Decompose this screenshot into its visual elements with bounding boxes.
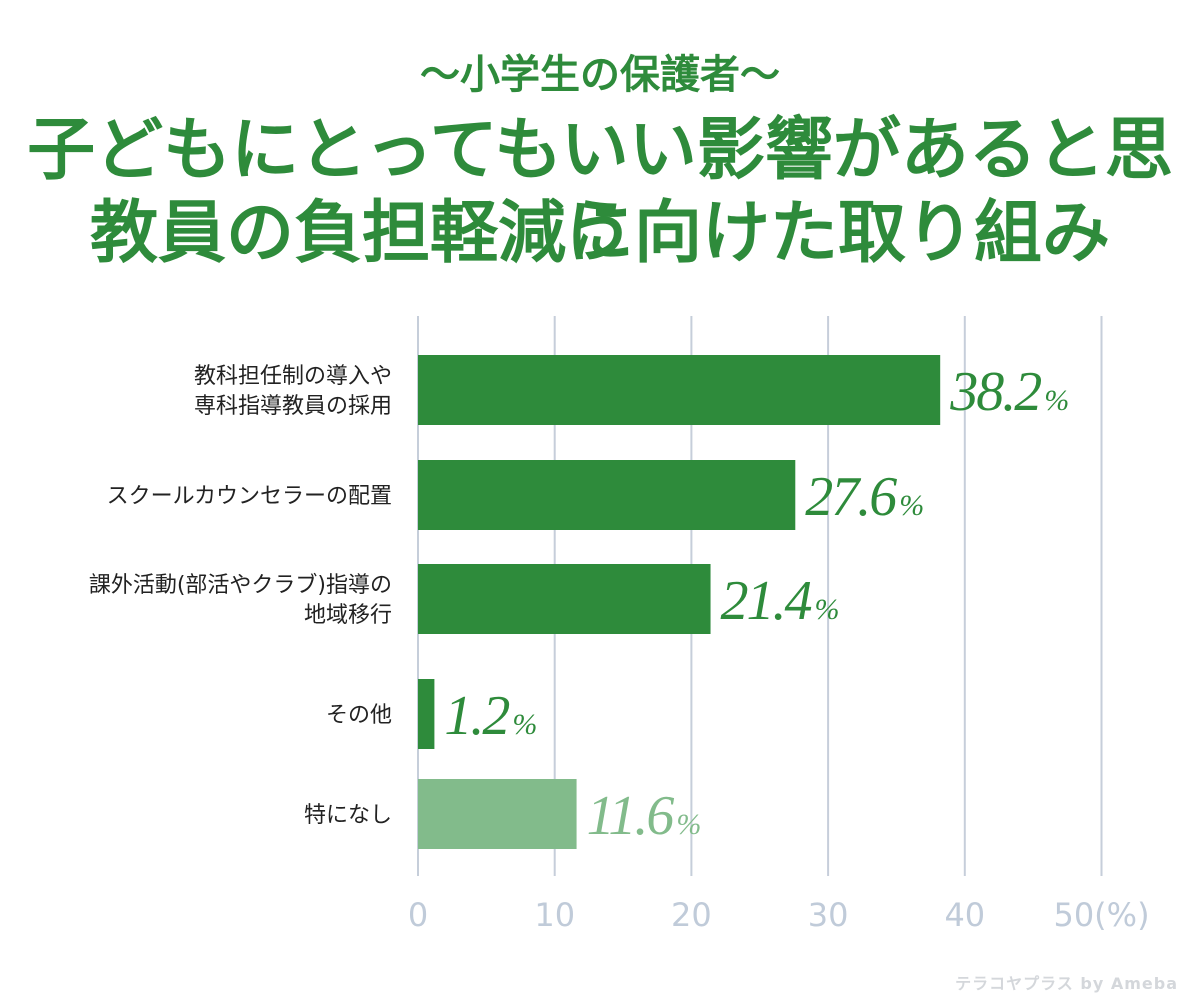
x-tick-label: 10 (534, 896, 575, 934)
bar (418, 564, 711, 634)
x-tick-label: 40 (944, 896, 985, 934)
chart-subtitle: ～小学生の保護者～ (420, 52, 780, 98)
x-tick-label: 20 (671, 896, 712, 934)
value-label: 27.6% (805, 466, 923, 528)
bar (418, 355, 941, 425)
bar (418, 460, 796, 530)
category-label: 地域移行 (304, 603, 392, 628)
value-label: 38.2% (949, 361, 1068, 423)
x-tick-label: 50(%) (1053, 896, 1149, 934)
category-label: 特になし (304, 803, 392, 828)
category-label: スクールカウンセラーの配置 (107, 484, 392, 509)
x-tick-label: 0 (408, 896, 428, 934)
value-label: 11.6% (587, 785, 701, 847)
value-label: 21.4% (721, 570, 839, 632)
value-label: 1.2% (444, 685, 536, 747)
category-label: 教科担任制の導入や (194, 364, 392, 389)
bar (418, 679, 435, 749)
chart-title-line-1: 子どもにとってもいい影響があると思う (27, 111, 1173, 272)
x-tick-label: 30 (808, 896, 849, 934)
category-label: その他 (326, 703, 392, 728)
bar (418, 779, 577, 849)
category-label: 課外活動(部活やクラブ)指導の (89, 573, 392, 598)
chart-title-line-2: 教員の負担軽減に向けた取り組み (89, 194, 1110, 273)
watermark: テラコヤプラス by Ameba (955, 974, 1178, 993)
category-label: 専科指導教員の採用 (194, 394, 392, 419)
